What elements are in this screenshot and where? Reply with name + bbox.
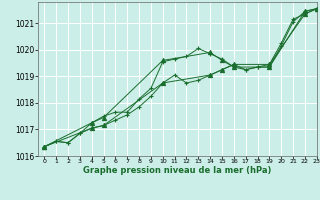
X-axis label: Graphe pression niveau de la mer (hPa): Graphe pression niveau de la mer (hPa)	[84, 166, 272, 175]
